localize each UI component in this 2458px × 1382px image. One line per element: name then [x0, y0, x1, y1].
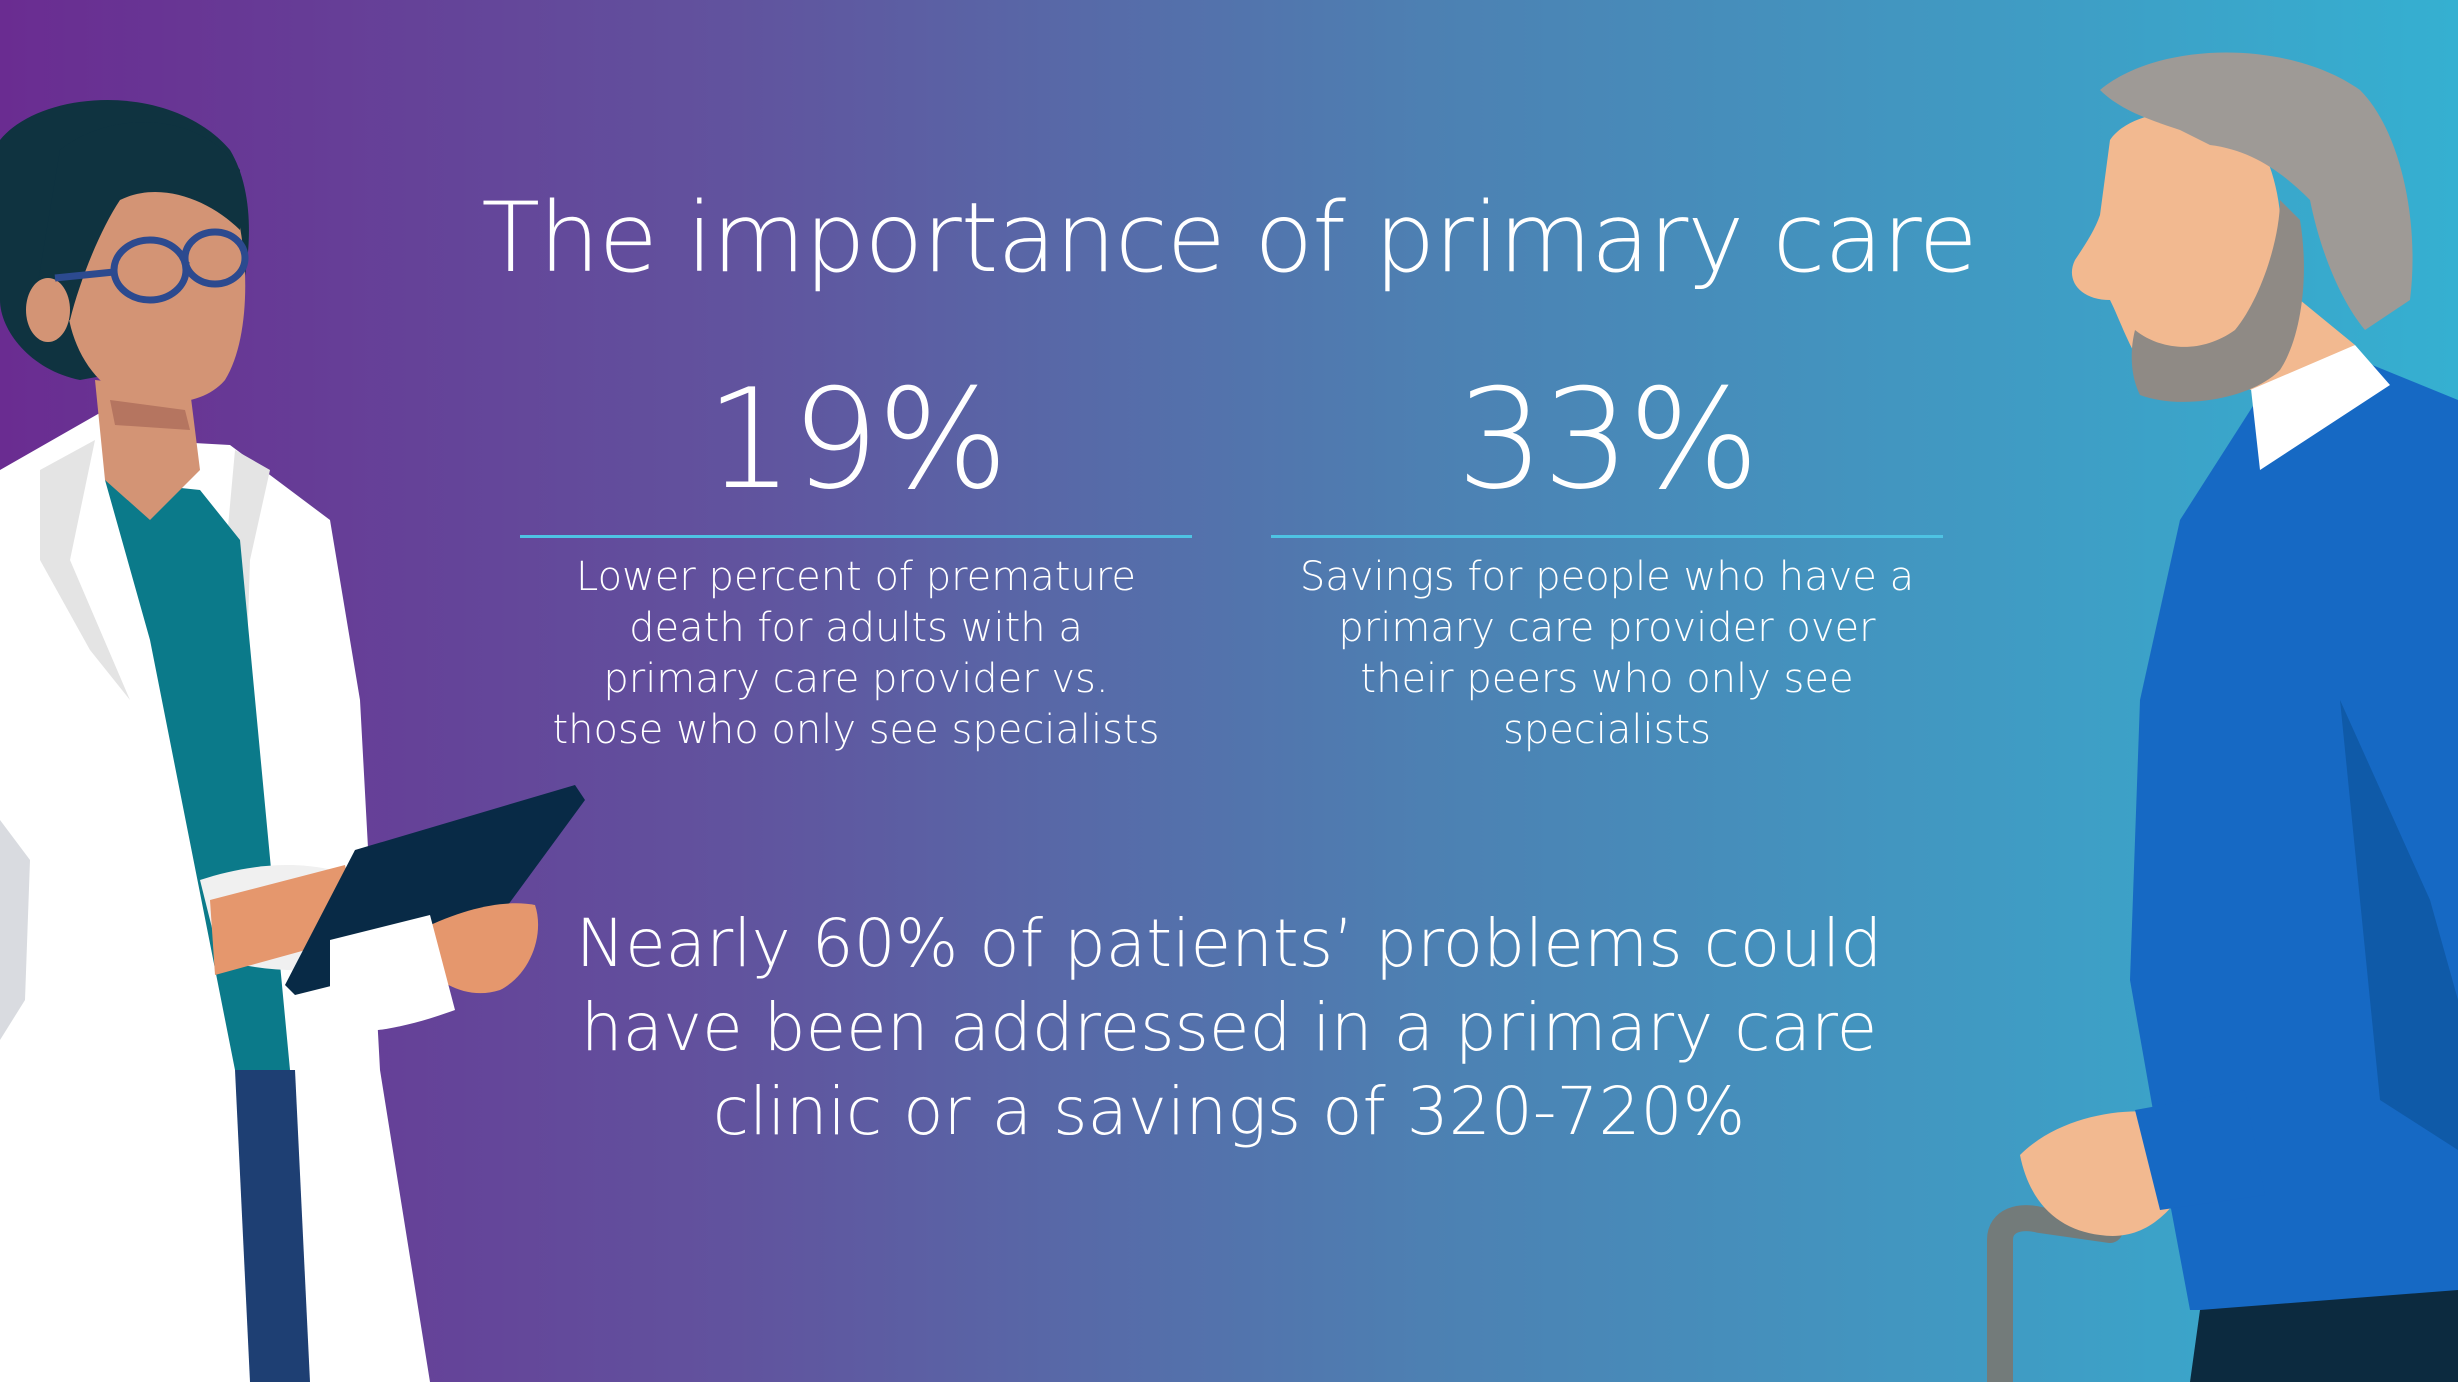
summary-statement: Nearly 60% of patients’ problems could h…: [575, 905, 1883, 1150]
stat-savings: 33% Savings for people who have a primar…: [1271, 365, 1943, 756]
stat-description: Lower percent of premature death for adu…: [552, 554, 1160, 753]
stat-premature-death: 19% Lower percent of premature death for…: [520, 365, 1192, 756]
doctor-illustration: [0, 100, 585, 1382]
stat-divider: [1271, 535, 1943, 538]
elderly-man-illustration: [1987, 52, 2458, 1382]
stat-description: Savings for people who have a primary ca…: [1299, 554, 1915, 753]
page-title: The importance of primary care: [481, 182, 1977, 294]
stat-value: 19%: [705, 359, 1009, 520]
stat-divider: [520, 535, 1192, 538]
stat-value: 33%: [1456, 359, 1760, 520]
